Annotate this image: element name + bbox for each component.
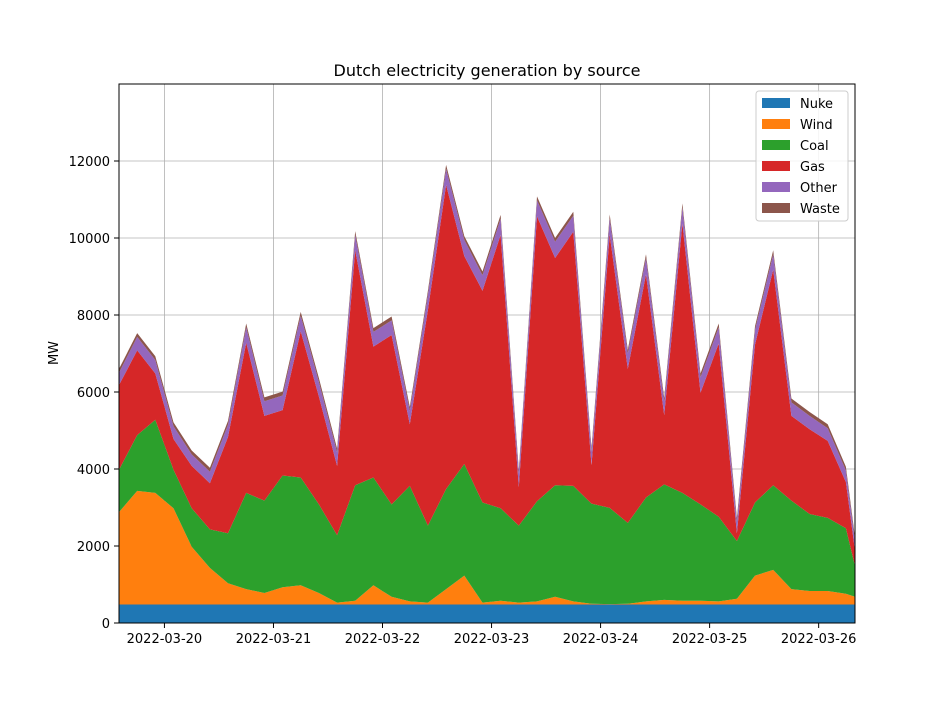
area-gas [119, 184, 855, 566]
legend-label: Other [800, 181, 838, 196]
plot-area: 2022-03-20 2022-03-21 2022-03-22 2022-03-23… [69, 83, 857, 647]
y-axis-label: MW [47, 341, 62, 365]
y-tick-label: 12000 [69, 155, 110, 170]
x-tick-label: 2022-03-21 [236, 632, 312, 647]
legend-label: Waste [800, 202, 840, 217]
area-coal [119, 419, 855, 605]
legend-label: Coal [800, 139, 829, 154]
legend-swatch [762, 119, 790, 129]
area-other [119, 168, 855, 551]
legend-swatch [762, 182, 790, 192]
x-tick-label: 2022-03-25 [672, 632, 748, 647]
legend-swatch [762, 98, 790, 108]
legend-swatch [762, 203, 790, 213]
x-tick-label: 2022-03-26 [781, 632, 857, 647]
area-wind [119, 490, 855, 605]
y-tick-label: 2000 [77, 540, 110, 555]
axes-frame [118, 83, 856, 624]
legend: Nuke Wind Coal Gas Other Waste [755, 90, 849, 222]
area-nuke [119, 604, 855, 623]
x-tick-label: 2022-03-24 [563, 632, 639, 647]
x-tick-label: 2022-03-20 [127, 632, 203, 647]
y-tick-label: 10000 [69, 232, 110, 247]
x-tick-label: 2022-03-22 [345, 632, 421, 647]
chart-title: Dutch electricity generation by source [334, 61, 641, 80]
legend-label: Gas [800, 160, 825, 175]
x-tick-label: 2022-03-23 [454, 632, 530, 647]
y-tick-label: 4000 [77, 463, 110, 478]
legend-swatch [762, 161, 790, 171]
legend-label: Wind [800, 118, 833, 133]
y-tick-label: 0 [102, 617, 110, 632]
legend-label: Nuke [800, 97, 833, 112]
y-tick-label: 8000 [77, 309, 110, 324]
legend-swatch [762, 140, 790, 150]
y-tick-label: 6000 [77, 386, 110, 401]
